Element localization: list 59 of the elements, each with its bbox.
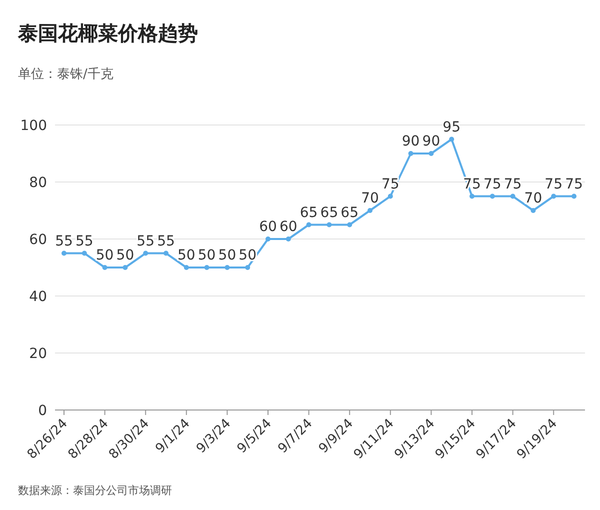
chart-subtitle: 单位：泰铢/千克: [18, 67, 114, 82]
point: [164, 250, 168, 256]
data-label: 55: [157, 233, 175, 250]
point: [306, 222, 312, 228]
point: [62, 250, 66, 256]
point: [428, 151, 434, 156]
data-label: 75: [483, 176, 502, 192]
y-tick-label: 80: [29, 175, 47, 191]
y-tick-label: 0: [38, 403, 47, 419]
data-label: 50: [177, 248, 196, 264]
point: [102, 265, 108, 270]
data-label: 75: [544, 176, 563, 192]
point: [224, 265, 230, 270]
point: [286, 236, 291, 242]
point: [82, 250, 87, 256]
data-label: 95: [442, 119, 461, 136]
point: [530, 208, 536, 213]
data-label: 50: [96, 248, 114, 264]
y-tick-label: 100: [20, 118, 47, 134]
point: [347, 222, 352, 228]
point: [408, 151, 414, 156]
point: [551, 194, 556, 199]
point: [204, 265, 210, 270]
point: [368, 208, 372, 213]
data-label: 50: [116, 248, 134, 264]
data-label: 65: [340, 204, 359, 221]
source-note: 数据来源：泰国分公司市场调研: [18, 484, 172, 497]
data-label: 55: [136, 233, 155, 250]
data-label: 90: [422, 134, 440, 150]
point: [245, 265, 250, 270]
data-label: 65: [320, 204, 338, 221]
point: [388, 194, 393, 199]
data-label: 50: [218, 248, 236, 264]
data-label: 70: [524, 190, 542, 206]
y-tick-label: 40: [29, 289, 47, 305]
point: [470, 194, 474, 199]
data-label: 75: [565, 176, 583, 192]
data-label: 65: [300, 204, 318, 221]
data-label: 70: [361, 190, 379, 206]
data-label: 60: [279, 219, 298, 235]
point: [510, 194, 516, 199]
point: [572, 194, 576, 199]
data-label: 55: [55, 233, 73, 250]
y-tick-label: 20: [29, 346, 47, 362]
data-label: 60: [259, 219, 277, 235]
point: [143, 250, 148, 256]
point: [449, 136, 454, 142]
point: [266, 236, 270, 242]
chart-title: 泰国花椰菜价格趋势: [17, 21, 198, 45]
point: [490, 194, 495, 199]
data-label: 75: [504, 176, 522, 192]
data-label: 50: [198, 248, 216, 264]
point: [122, 265, 128, 270]
data-label: 55: [75, 233, 94, 250]
data-label: 90: [402, 134, 420, 150]
y-tick-label: 60: [29, 232, 47, 248]
data-label: 50: [238, 248, 257, 264]
point: [184, 265, 189, 270]
point: [326, 222, 332, 228]
